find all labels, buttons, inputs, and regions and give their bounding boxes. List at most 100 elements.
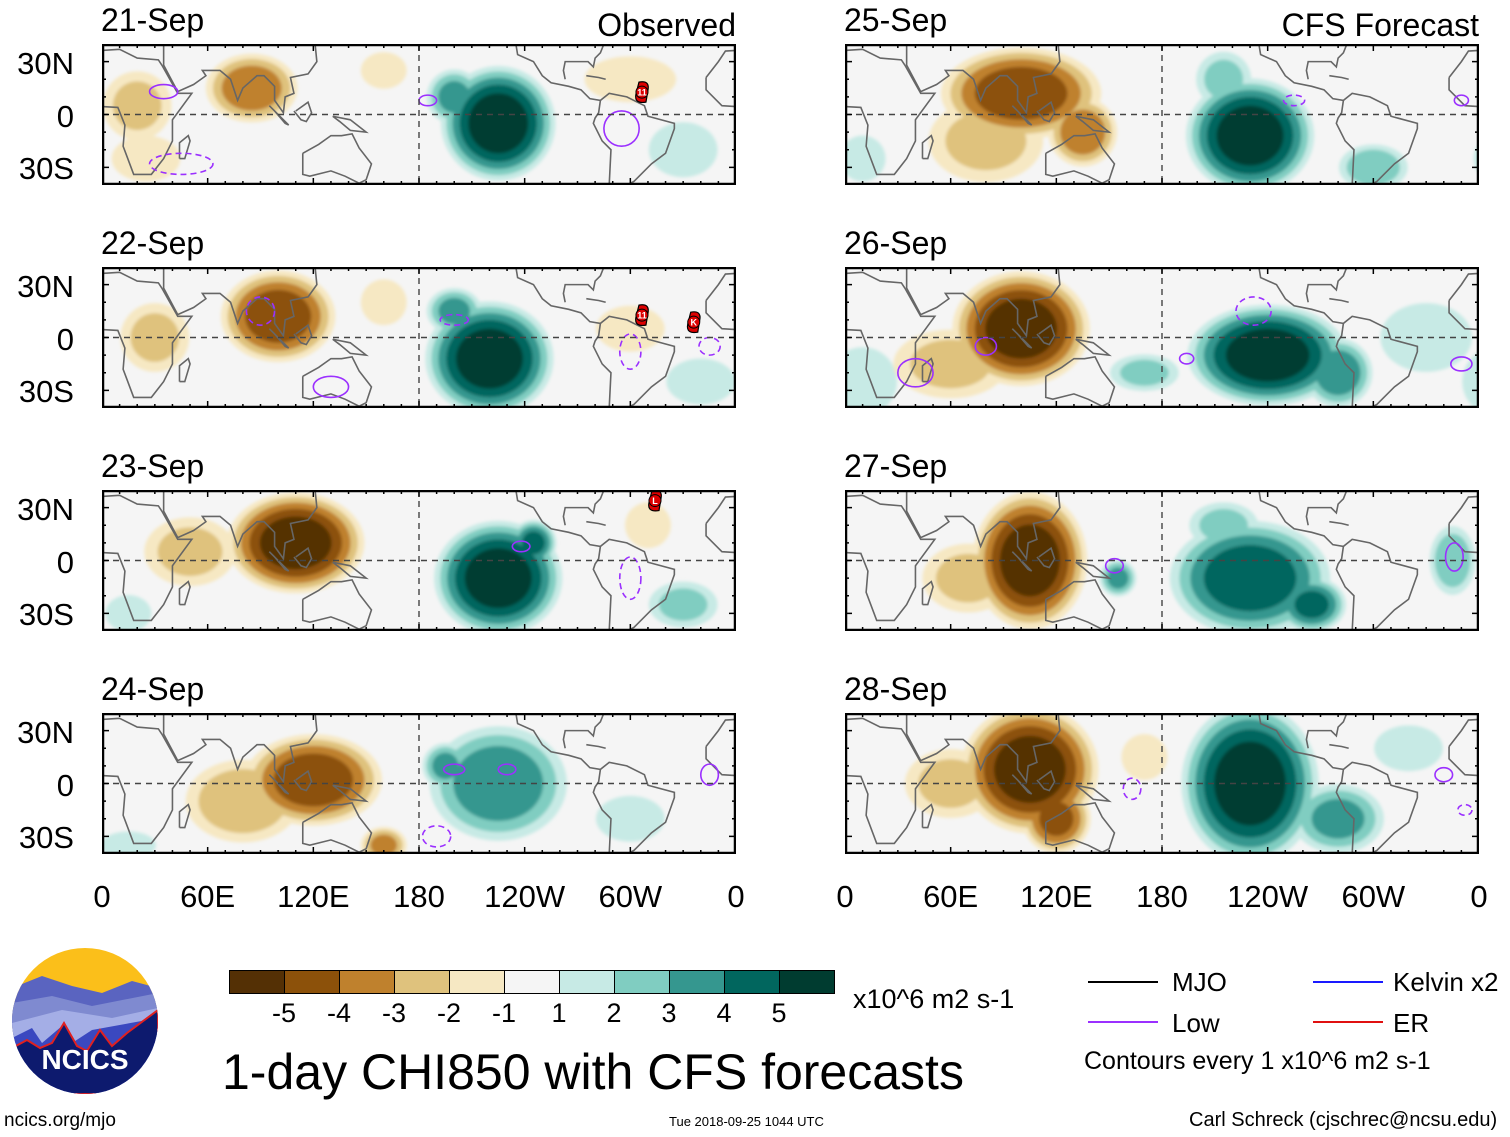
positive-anomaly-contour [468, 93, 529, 154]
coastline [1329, 743, 1349, 750]
colorbar [229, 970, 835, 994]
coastline [1075, 561, 1112, 580]
coastline [515, 490, 676, 631]
coastline [562, 267, 605, 303]
coastline [178, 134, 191, 160]
low-filter-contour [1104, 557, 1125, 574]
coastline [1258, 44, 1419, 185]
storm-label: 11 [637, 311, 647, 321]
coastline [162, 267, 318, 338]
panel-date-title: 28-Sep [844, 671, 948, 707]
colorbar-swatch [780, 971, 834, 993]
longitude-label: 0 [93, 879, 111, 914]
colorbar-label: 1 [551, 998, 567, 1028]
longitude-label: 180 [1136, 879, 1188, 914]
coastline [1335, 769, 1355, 854]
coastline [178, 580, 191, 606]
coastline [1036, 100, 1056, 123]
legend-label-er: ER [1393, 1008, 1430, 1038]
tropical-cyclone-icon: K [686, 311, 701, 334]
coastline [102, 271, 194, 399]
low-filter-contour [603, 110, 640, 148]
low-filter-contour [618, 333, 642, 371]
negative-anomaly-contour [360, 279, 407, 326]
panel-date-title: 24-Sep [101, 671, 205, 707]
coastline [268, 774, 290, 795]
latitude-label: 0 [56, 98, 74, 134]
colorbar-label: -5 [271, 998, 296, 1028]
coastline [332, 561, 369, 580]
coastline [1036, 769, 1056, 792]
coastline [1258, 267, 1419, 408]
low-filter-contour [1457, 803, 1473, 817]
colorbar-swatch [230, 971, 285, 993]
coastline [1258, 713, 1419, 854]
latitude-label: 30S [18, 374, 74, 410]
low-filter-contour [1434, 766, 1454, 783]
positive-anomaly-contour [1380, 303, 1472, 372]
coastline [1335, 100, 1355, 185]
author-credit: Carl Schreck (cjschrec@ncsu.edu) [1189, 1109, 1498, 1131]
positive-anomaly-contour [1462, 352, 1479, 408]
coastline [102, 717, 194, 845]
coastline [332, 784, 369, 803]
coastline [268, 105, 290, 126]
coastline [1335, 323, 1355, 408]
longitude-label: 60E [923, 879, 979, 914]
negative-anomaly-contour [1121, 734, 1168, 780]
positive-anomaly-contour [522, 531, 545, 555]
website-link[interactable]: ncics.org/mjo [4, 1110, 116, 1131]
ncics-logo-graphic [12, 948, 158, 1094]
timestamp: Tue 2018-09-25 1044 UTC [669, 1114, 824, 1129]
positive-anomaly-contour [1214, 741, 1286, 826]
coastline [845, 494, 937, 622]
tropical-cyclone-icon: 11 [635, 81, 649, 104]
panel-date-title: 22-Sep [101, 225, 205, 261]
coastline [1036, 323, 1056, 346]
map-panel-26-Sep [845, 267, 1479, 408]
panel-frame [845, 713, 1479, 854]
coastline [102, 494, 194, 622]
longitude-label: 60E [180, 879, 236, 914]
coastline [515, 44, 676, 185]
map-panel-21-Sep: 11 [102, 44, 736, 185]
latitude-label: 30S [18, 820, 74, 856]
coastline [1011, 328, 1033, 349]
coastline [102, 48, 194, 176]
positive-anomaly-contour [102, 831, 156, 854]
colorbar-label: 2 [606, 998, 622, 1028]
coastline [1305, 44, 1348, 80]
storm-label: L [652, 496, 658, 506]
colorbar-label: -2 [436, 998, 461, 1028]
coastline [268, 551, 290, 572]
coastline [1044, 579, 1116, 631]
latitude-label: 30S [18, 597, 74, 633]
coastline [1305, 713, 1348, 749]
negative-anomaly-contour [111, 135, 181, 182]
low-filter-contour [897, 357, 934, 388]
latitude-label: 30N [17, 491, 74, 527]
map-panel-24-Sep [102, 713, 736, 854]
map-panel-27-Sep [845, 490, 1479, 631]
colorbar-label: -1 [491, 998, 516, 1028]
map-panel-23-Sep: L [102, 490, 736, 631]
legend-label-mjo: MJO [1172, 967, 1227, 997]
coastline [905, 490, 1061, 561]
colorbar-units: x10^6 m2 s-1 [853, 984, 1015, 1014]
coastline [293, 100, 313, 123]
coastline [586, 520, 606, 527]
positive-anomaly-contour [648, 122, 718, 178]
coastline [845, 48, 937, 176]
coastline [178, 803, 191, 829]
coastline [905, 44, 1061, 115]
coastline [1329, 520, 1349, 527]
low-filter-contour [245, 296, 276, 326]
positive-anomaly-contour [464, 548, 532, 609]
logo-text: NCICS [41, 1044, 129, 1075]
positive-anomaly-contour [105, 595, 152, 631]
colorbar-swatch [505, 971, 560, 993]
coastline [1044, 802, 1116, 854]
coastline [562, 44, 605, 80]
negative-anomaly-contour [157, 527, 223, 576]
ncics-logo: NCICS [12, 948, 158, 1094]
